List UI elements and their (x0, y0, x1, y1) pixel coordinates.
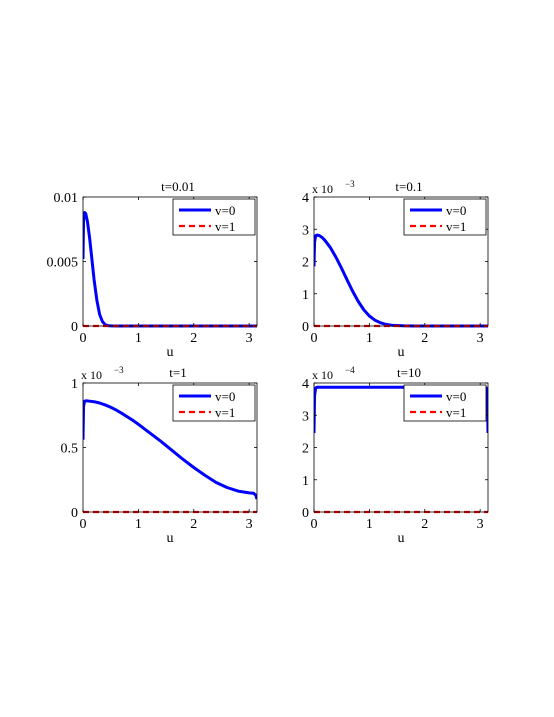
legend-label: v=1 (446, 219, 466, 234)
x-tick-label: 2 (421, 331, 428, 346)
chart-title: t=0.1 (395, 179, 422, 194)
plot-lines (314, 233, 488, 328)
legend-box (172, 384, 256, 422)
exponent-label: x 10 (312, 182, 333, 196)
chart-title: t=10 (397, 365, 421, 380)
y-tick-label: 4 (302, 377, 309, 392)
legend-box (403, 198, 487, 236)
y-tick-label: 0.01 (54, 191, 79, 206)
x-axis-label: u (167, 531, 174, 546)
exponent-power: −3 (345, 179, 355, 189)
chart-title: t=0.01 (161, 179, 195, 194)
legend: v=0v=1 (403, 198, 487, 236)
y-tick-label: 0 (302, 320, 309, 335)
legend-label: v=1 (215, 219, 235, 234)
x-axis-label: u (398, 345, 405, 360)
y-tick-label: 0 (302, 506, 309, 521)
x-tick-label: 3 (477, 517, 484, 532)
legend: v=0v=1 (172, 198, 256, 236)
legend-label: v=0 (446, 203, 466, 218)
x-tick-label: 3 (477, 331, 484, 346)
series-line-v=0 (314, 233, 488, 328)
legend: v=0v=1 (172, 384, 256, 422)
chart-title: t=1 (169, 365, 186, 380)
exponent-label: x 10 (81, 368, 102, 382)
x-tick-label: 0 (80, 331, 87, 346)
y-tick-label: 1 (302, 474, 309, 489)
x-tick-label: 1 (366, 517, 373, 532)
legend-label: v=1 (446, 405, 466, 420)
exponent-power: −4 (345, 365, 355, 375)
legend: v=0v=1 (403, 384, 487, 422)
legend-label: v=0 (215, 389, 235, 404)
x-tick-label: 0 (311, 331, 318, 346)
x-tick-label: 1 (135, 517, 142, 532)
x-tick-label: 0 (80, 517, 87, 532)
y-tick-label: 1 (71, 377, 78, 392)
x-tick-label: 3 (246, 331, 253, 346)
legend-label: v=0 (215, 203, 235, 218)
y-tick-label: 2 (302, 442, 309, 457)
y-tick-label: 4 (302, 191, 309, 206)
y-tick-label: 0 (71, 506, 78, 521)
legend-box (172, 198, 256, 236)
series-line-v=0 (83, 399, 257, 500)
legend-label: v=1 (215, 405, 235, 420)
x-tick-label: 1 (366, 331, 373, 346)
legend-box (403, 384, 487, 422)
y-tick-label: 0.005 (47, 256, 79, 271)
legend-label: v=0 (446, 389, 466, 404)
panel-1: 0 1 2 3 0 0.005 0.01 t=0.01 u v=0v=1 (47, 179, 258, 360)
x-tick-label: 2 (190, 331, 197, 346)
exponent-power: −3 (114, 365, 124, 375)
x-tick-label: 2 (421, 517, 428, 532)
panel-3: 0 1 2 3 0 0.5 1 t=1 x 10 −3 u v=0v=1 (61, 365, 258, 546)
y-tick-label: 3 (302, 409, 309, 424)
y-tick-label: 3 (302, 223, 309, 238)
x-tick-label: 1 (135, 331, 142, 346)
panel-2: 0 1 2 3 0 1 2 3 4 t=0.1 x 10 −3 u v=0v=1 (302, 179, 489, 360)
y-tick-label: 0 (71, 320, 78, 335)
x-tick-label: 0 (311, 517, 318, 532)
y-tick-label: 1 (302, 288, 309, 303)
y-tick-label: 0.5 (61, 442, 79, 457)
exponent-label: x 10 (312, 368, 333, 382)
x-tick-label: 3 (246, 517, 253, 532)
x-tick-label: 2 (190, 517, 197, 532)
x-axis-label: u (398, 531, 405, 546)
x-axis-label: u (167, 345, 174, 360)
y-tick-label: 2 (302, 256, 309, 271)
panel-4: 0 1 2 3 0 1 2 3 4 t=10 x 10 −4 u v=0v=1 (302, 365, 489, 546)
